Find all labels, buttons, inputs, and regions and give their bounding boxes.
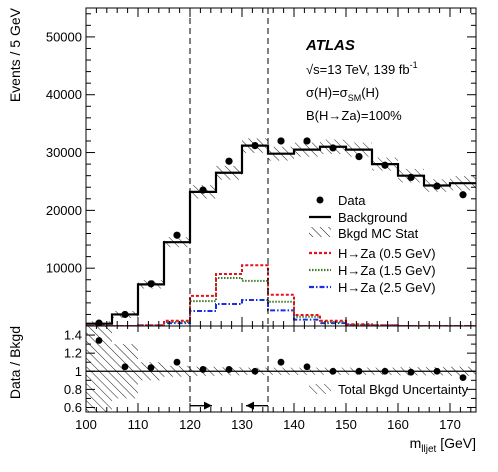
ratio-point bbox=[225, 366, 233, 373]
ratio-point bbox=[303, 363, 311, 371]
data-point bbox=[95, 319, 103, 327]
main-y-axis-label: Events / 5 GeV bbox=[7, 7, 23, 102]
x-tick-label: 100 bbox=[75, 417, 97, 432]
main-plot-frame bbox=[85, 7, 477, 327]
ratio-vlines bbox=[189, 326, 269, 412]
legend: Data Background Bkgd MC Stat H→Za (0.5 G… bbox=[309, 193, 436, 295]
x-tick-label: 130 bbox=[231, 417, 253, 432]
main-data-points bbox=[95, 137, 467, 327]
ratio-band-legend-label: Total Bkgd Uncertainty bbox=[338, 382, 469, 397]
signal-2p5-step-line bbox=[86, 298, 476, 326]
window-arrow-head bbox=[204, 401, 212, 410]
x-tick-label: 160 bbox=[387, 417, 409, 432]
data-point bbox=[355, 152, 363, 161]
x-axis-label-unit: [GeV] bbox=[436, 435, 476, 451]
data-point bbox=[225, 157, 233, 165]
main-vlines bbox=[189, 8, 269, 326]
ratio-y-tick-label: 0.8 bbox=[64, 382, 82, 397]
ratio-point bbox=[121, 363, 129, 371]
legend-mcstat-marker bbox=[309, 227, 331, 237]
ratio-y-tick-label: 1.4 bbox=[64, 328, 82, 343]
x-axis-label-sub: lljet bbox=[421, 444, 436, 455]
legend-data-marker bbox=[316, 196, 324, 204]
ratio-arrows bbox=[190, 401, 268, 410]
signal-0p5-step-line bbox=[86, 264, 476, 326]
atlas-label: ATLAS bbox=[305, 37, 355, 54]
data-point bbox=[459, 191, 467, 199]
xsec-sub: SM bbox=[348, 93, 362, 103]
ratio-point bbox=[95, 337, 103, 344]
legend-signal25-label: H→Za (2.5 GeV) bbox=[338, 280, 436, 295]
x-tick-label: 150 bbox=[335, 417, 357, 432]
ratio-y-tick-label: 1.2 bbox=[64, 346, 82, 361]
data-point bbox=[381, 161, 389, 169]
ratio-data-points bbox=[95, 337, 467, 381]
ratio-y-tick-label: 1 bbox=[75, 364, 82, 379]
br-label: B(H→Za)=100% bbox=[306, 108, 402, 123]
ratio-point bbox=[459, 374, 467, 381]
energy-label: √s=13 TeV, 139 fb-1 bbox=[306, 60, 418, 77]
ratio-point bbox=[329, 367, 337, 375]
x-axis-label: mlljet [GeV] bbox=[410, 435, 476, 455]
data-point bbox=[303, 137, 311, 145]
ratio-point bbox=[251, 367, 259, 375]
x-tick-label: 140 bbox=[283, 417, 305, 432]
xsec-post: (H) bbox=[361, 85, 379, 100]
data-point bbox=[329, 144, 337, 152]
y-tick-label: 50000 bbox=[46, 29, 82, 44]
energy-text: √s=13 TeV, 139 fb bbox=[306, 62, 410, 77]
ratio-point bbox=[277, 358, 285, 366]
ratio-band-legend-marker bbox=[309, 384, 331, 394]
data-point bbox=[277, 137, 285, 145]
ratio-point bbox=[147, 364, 155, 372]
x-tick-label: 110 bbox=[128, 417, 149, 432]
xsec-label: σ(H)=σSM(H) bbox=[306, 85, 379, 103]
ratio-axis-ticks: 100 110 120 130 140 150 160 170 0.6 0.8 1 1.2 1.4 bbox=[64, 326, 476, 432]
data-point bbox=[173, 231, 181, 239]
ratio-point bbox=[173, 358, 181, 366]
energy-superscript: -1 bbox=[410, 60, 418, 70]
y-tick-label: 30000 bbox=[46, 145, 82, 160]
y-tick-label: 40000 bbox=[46, 87, 82, 102]
ratio-point bbox=[199, 366, 207, 373]
background-step-line bbox=[86, 144, 476, 325]
legend-data-label: Data bbox=[338, 193, 366, 208]
legend-background-label: Background bbox=[338, 210, 407, 225]
ratio-y-tick-label: 0.6 bbox=[64, 400, 82, 415]
x-tick-label: 120 bbox=[179, 417, 201, 432]
ratio-point bbox=[355, 367, 363, 375]
data-point bbox=[433, 182, 441, 190]
data-point bbox=[251, 142, 259, 150]
data-point bbox=[199, 186, 207, 194]
y-tick-label: 20000 bbox=[46, 203, 82, 218]
xsec-pre: σ(H)=σ bbox=[306, 85, 348, 100]
data-point bbox=[147, 280, 155, 288]
data-point bbox=[407, 173, 415, 182]
ratio-plot-frame bbox=[85, 325, 477, 413]
x-axis-label-main: m bbox=[410, 435, 422, 451]
main-axis-ticks: 10000 20000 30000 40000 50000 bbox=[46, 8, 476, 327]
ratio-y-axis-label: Data / Bkgd bbox=[7, 326, 23, 399]
x-tick-label: 170 bbox=[439, 417, 461, 432]
ratio-point bbox=[407, 368, 415, 376]
y-tick-label: 10000 bbox=[46, 261, 82, 276]
legend-signal15-label: H→Za (1.5 GeV) bbox=[338, 263, 436, 278]
ratio-point bbox=[381, 367, 389, 375]
ratio-point bbox=[433, 367, 441, 375]
legend-signal05-label: H→Za (0.5 GeV) bbox=[338, 246, 436, 261]
legend-mcstat-label: Bkgd MC Stat bbox=[338, 226, 419, 241]
data-point bbox=[121, 310, 129, 319]
